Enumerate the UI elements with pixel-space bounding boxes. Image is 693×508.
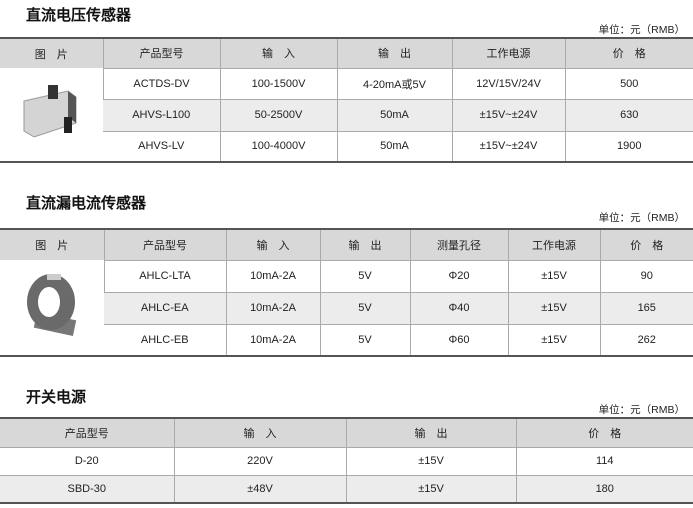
cell: ±15V xyxy=(507,291,600,324)
table-row: AHLC-EB 10mA-2A 5V Φ60 ±15V 262 xyxy=(0,323,693,356)
unit-label: 单位：元（RMB） xyxy=(598,24,685,36)
cell: Φ20 xyxy=(409,259,508,292)
cell: 4-20mA或5V xyxy=(336,67,452,99)
cell: 50mA xyxy=(336,130,452,162)
cell: ±15V~±24V xyxy=(451,130,565,162)
col-header: 输 入 xyxy=(173,418,346,447)
cell: 1900 xyxy=(564,130,693,162)
voltage-sensor-table: 图 片 产品型号 输 入 输 出 工作电源 价 格 ACTDS-DV 100-1… xyxy=(0,37,693,163)
col-header: 图 片 xyxy=(0,38,103,68)
section-title: 直流电压传感器 xyxy=(26,7,132,24)
table-row: AHVS-L100 50-2500V 50mA ±15V~±24V 630 xyxy=(0,98,693,131)
cell: 10mA-2A xyxy=(225,291,320,324)
col-header: 工作电源 xyxy=(451,38,565,68)
cell: ±48V xyxy=(173,474,346,503)
cell: AHVS-L100 xyxy=(103,98,220,131)
col-header: 产品型号 xyxy=(102,38,220,68)
power-supply-table: 产品型号 输 入 输 出 价 格 D-20 220V ±15V 114 SBD-… xyxy=(0,417,693,504)
col-header: 产品型号 xyxy=(103,229,226,260)
table-row: AHVS-LV 100-4000V 50mA ±15V~±24V 1900 xyxy=(0,130,693,162)
col-header: 输 出 xyxy=(319,229,410,260)
table-row: ACTDS-DV 100-1500V 4-20mA或5V 12V/15V/24V… xyxy=(0,67,693,162)
ring-current-sensor-image xyxy=(0,260,104,356)
voltage-sensor-module-image xyxy=(0,68,103,162)
unit-label: 单位：元（RMB） xyxy=(598,212,685,224)
col-header: 产品型号 xyxy=(0,418,174,447)
leakage-sensor-table: 图 片 产品型号 输 入 输 出 测量孔径 工作电源 价 格 AHLC-LTA … xyxy=(0,228,693,357)
cell: 220V xyxy=(173,446,346,475)
table-row: SBD-30 ±48V ±15V 180 xyxy=(0,474,693,503)
col-header: 价 格 xyxy=(515,418,693,447)
cell: ACTDS-DV xyxy=(102,67,220,99)
cell: 100-4000V xyxy=(219,130,337,162)
cell: 500 xyxy=(564,67,693,99)
cell: ±15V xyxy=(507,259,600,292)
cell: 90 xyxy=(599,259,693,292)
cell: 165 xyxy=(599,291,693,324)
table-row: D-20 220V ±15V 114 xyxy=(0,446,693,475)
col-header: 价 格 xyxy=(599,229,693,260)
col-header: 测量孔径 xyxy=(409,229,508,260)
table-row: AHLC-EA 10mA-2A 5V Φ40 ±15V 165 xyxy=(0,291,693,324)
cell: Φ60 xyxy=(409,323,508,356)
cell: ±15V xyxy=(345,474,516,503)
cell: ±15V xyxy=(345,446,516,475)
cell: 10mA-2A xyxy=(225,323,320,356)
section-title: 直流漏电流传感器 xyxy=(26,195,147,212)
cell: 50mA xyxy=(336,98,452,131)
col-header: 输 出 xyxy=(336,38,452,68)
cell: 5V xyxy=(319,291,410,324)
cell: 100-1500V xyxy=(219,67,337,99)
unit-label: 单位：元（RMB） xyxy=(598,404,685,416)
cell: 10mA-2A xyxy=(225,259,320,292)
col-header: 输 入 xyxy=(225,229,320,260)
cell: 262 xyxy=(599,323,693,356)
cell: Φ40 xyxy=(409,291,508,324)
cell: 12V/15V/24V xyxy=(451,67,565,99)
cell: AHLC-EB xyxy=(104,323,226,356)
cell: AHLC-EA xyxy=(104,291,226,324)
col-header: 图 片 xyxy=(0,229,104,260)
section-title: 开关电源 xyxy=(26,389,87,406)
cell: ±15V xyxy=(507,323,600,356)
cell: 180 xyxy=(515,474,693,503)
table-header: 图 片 产品型号 输 入 输 出 工作电源 价 格 xyxy=(0,38,693,68)
cell: ±15V~±24V xyxy=(451,98,565,131)
cell: SBD-30 xyxy=(0,474,174,503)
col-header: 工作电源 xyxy=(507,229,600,260)
cell: 5V xyxy=(319,323,410,356)
table-row: AHLC-LTA 10mA-2A 5V Φ20 ±15V 90 xyxy=(0,259,693,356)
cell: AHVS-LV xyxy=(103,130,220,162)
cell: 114 xyxy=(515,446,693,475)
cell: 630 xyxy=(564,98,693,131)
cell: AHLC-LTA xyxy=(103,259,226,292)
cell: D-20 xyxy=(0,446,174,475)
col-header: 输 出 xyxy=(345,418,516,447)
cell: 50-2500V xyxy=(219,98,337,131)
table-header: 图 片 产品型号 输 入 输 出 测量孔径 工作电源 价 格 xyxy=(0,229,693,260)
col-header: 输 入 xyxy=(219,38,337,68)
col-header: 价 格 xyxy=(564,38,693,68)
table-header: 产品型号 输 入 输 出 价 格 xyxy=(0,418,693,447)
cell: 5V xyxy=(319,259,410,292)
